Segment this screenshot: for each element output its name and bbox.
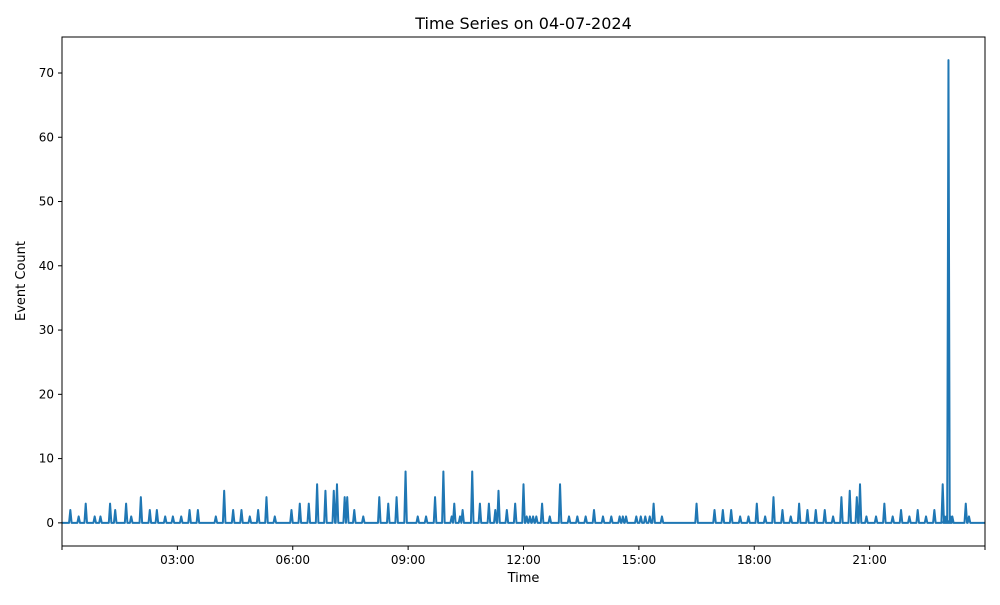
x-tick-label: 12:00 <box>506 553 541 567</box>
x-axis-label: Time <box>507 571 540 586</box>
x-tick-label: 15:00 <box>622 553 657 567</box>
x-tick-label: 03:00 <box>160 553 195 567</box>
series-line-0 <box>62 59 985 524</box>
y-tick-label: 50 <box>39 195 54 209</box>
x-tick-label: 18:00 <box>737 553 772 567</box>
x-tick-label: 06:00 <box>275 553 310 567</box>
y-tick-label: 60 <box>39 130 54 144</box>
y-tick-label: 30 <box>39 323 54 337</box>
y-tick-label: 10 <box>39 452 54 466</box>
x-tick-label: 09:00 <box>391 553 426 567</box>
y-tick-label: 20 <box>39 387 54 401</box>
y-tick-label: 40 <box>39 259 54 273</box>
y-tick-label: 0 <box>46 516 54 530</box>
plot-area: 0 10 20 30 40 50 60 70 03:00 06:00 09:00 12:00 15:00… <box>39 36 986 567</box>
x-tick-label: 21:00 <box>852 553 887 567</box>
y-axis-label: Event Count <box>14 241 29 321</box>
y-tick-label: 70 <box>39 66 54 80</box>
chart-title: Time Series on 04-07-2024 <box>414 14 632 33</box>
